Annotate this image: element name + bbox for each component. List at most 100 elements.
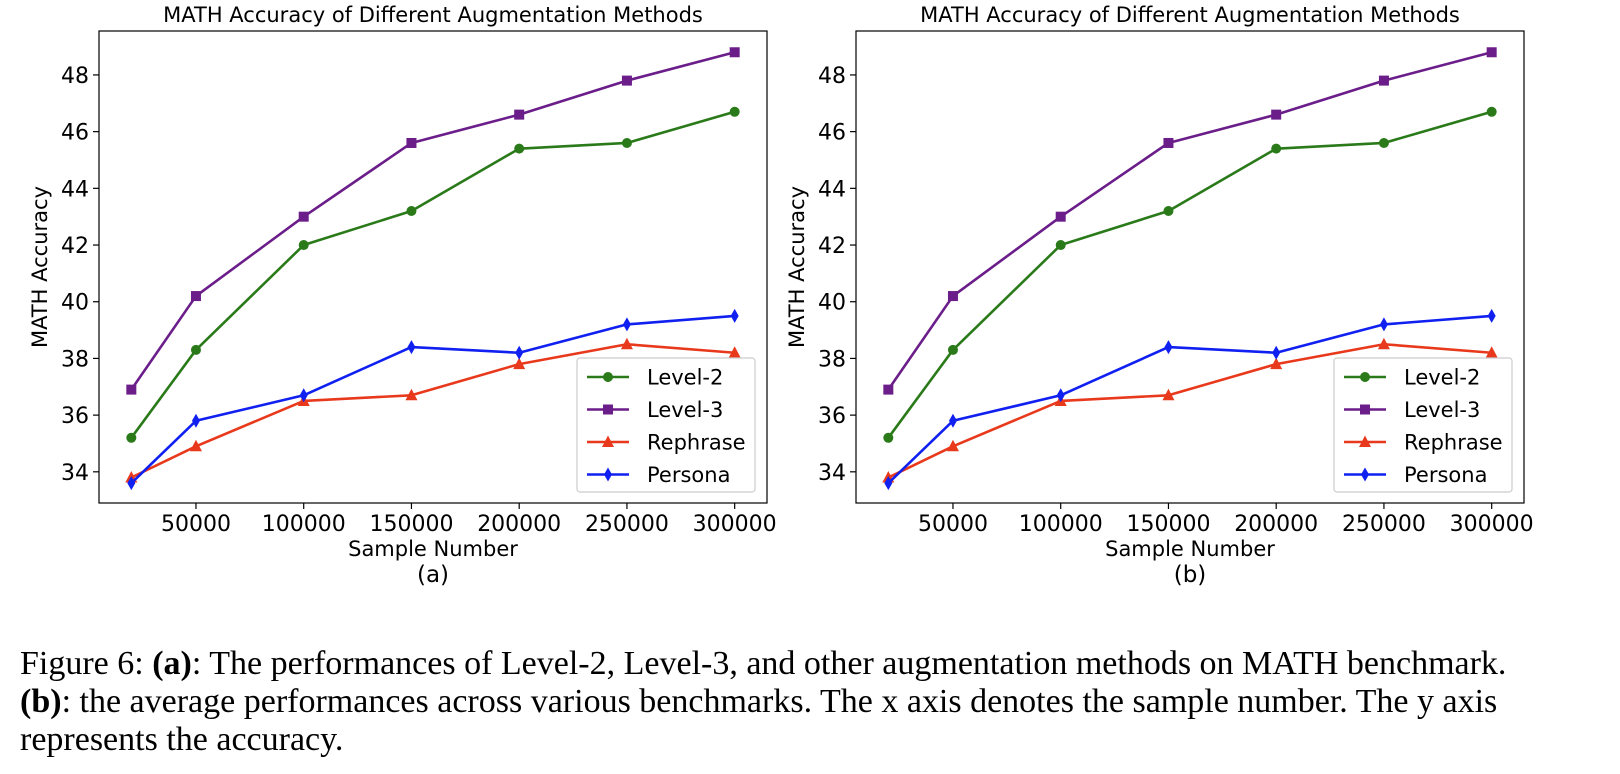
chart-panel-b: MATH Accuracy of Different Augmentation … bbox=[785, 3, 1534, 588]
y-tick-label: 40 bbox=[61, 291, 89, 316]
caption-line-3: represents the accuracy. bbox=[20, 721, 344, 758]
data-point bbox=[884, 476, 893, 491]
data-point bbox=[406, 206, 417, 217]
data-point bbox=[126, 432, 137, 443]
legend-marker bbox=[604, 467, 612, 482]
data-point bbox=[1486, 106, 1497, 117]
x-tick-label: 50000 bbox=[918, 512, 988, 537]
data-point bbox=[191, 413, 200, 428]
y-tick-label: 34 bbox=[61, 461, 89, 486]
legend-label: Rephrase bbox=[647, 431, 746, 455]
x-axis-label: Sample Number bbox=[1105, 537, 1275, 561]
data-point bbox=[729, 106, 740, 117]
data-point bbox=[299, 388, 308, 403]
caption-line-2: (b): the average performances across var… bbox=[20, 683, 1615, 721]
legend-item-level-3: Level-3 bbox=[1344, 398, 1480, 422]
data-point bbox=[946, 439, 959, 452]
y-axis-label: MATH Accuracy bbox=[28, 186, 52, 348]
data-point bbox=[1271, 109, 1282, 120]
y-axis-label: MATH Accuracy bbox=[785, 186, 809, 348]
legend-item-level-3: Level-3 bbox=[587, 398, 723, 422]
series-line bbox=[130, 51, 736, 391]
data-point bbox=[1270, 357, 1283, 370]
legend-label: Level-2 bbox=[1404, 366, 1480, 390]
data-point bbox=[620, 337, 633, 350]
data-point bbox=[298, 211, 309, 222]
data-point bbox=[948, 413, 957, 428]
data-point bbox=[621, 75, 632, 86]
data-point bbox=[127, 476, 136, 491]
data-point bbox=[1271, 143, 1282, 154]
legend-marker bbox=[1360, 404, 1370, 415]
data-point bbox=[947, 344, 958, 355]
data-point bbox=[1163, 137, 1174, 148]
y-tick-label: 42 bbox=[61, 234, 89, 259]
x-tick-label: 100000 bbox=[1019, 512, 1103, 537]
data-point bbox=[1272, 345, 1281, 360]
chart-panel-a: MATH Accuracy of Different Augmentation … bbox=[28, 3, 777, 588]
caption-figure-label: Figure 6: bbox=[20, 645, 144, 682]
data-point bbox=[1055, 211, 1066, 222]
series-rephrase bbox=[882, 337, 1498, 483]
y-tick-label: 38 bbox=[61, 347, 89, 372]
x-tick-label: 300000 bbox=[693, 512, 777, 537]
y-tick-label: 42 bbox=[818, 234, 846, 259]
data-point bbox=[1487, 308, 1496, 323]
data-point bbox=[730, 308, 739, 323]
data-point bbox=[190, 291, 201, 302]
data-point bbox=[514, 143, 525, 154]
legend-marker bbox=[603, 372, 613, 382]
caption-a-label: (a) bbox=[152, 645, 192, 682]
figure-caption: Figure 6: (a): The performances of Level… bbox=[20, 645, 1615, 759]
legend-box bbox=[1333, 357, 1513, 493]
x-tick-label: 100000 bbox=[262, 512, 346, 537]
figure: MATH Accuracy of Different Augmentation … bbox=[28, 3, 1534, 588]
legend-item-rephrase: Rephrase bbox=[587, 431, 746, 455]
legend-item-persona: Persona bbox=[587, 463, 730, 487]
x-tick-label: 250000 bbox=[585, 512, 669, 537]
x-tick-label: 150000 bbox=[1126, 512, 1210, 537]
data-point bbox=[514, 109, 525, 120]
legend: Level-2 Level-3 Rephrase Persona bbox=[576, 357, 756, 493]
legend-marker bbox=[1359, 435, 1371, 447]
data-point bbox=[883, 384, 894, 395]
legend-marker bbox=[1360, 372, 1370, 382]
data-point bbox=[622, 317, 631, 332]
panel-label: (b) bbox=[1174, 562, 1207, 588]
legend-label: Level-2 bbox=[647, 366, 723, 390]
legend-label: Persona bbox=[647, 463, 730, 487]
data-point bbox=[126, 384, 137, 395]
x-tick-label: 250000 bbox=[1342, 512, 1426, 537]
legend-label: Rephrase bbox=[1404, 431, 1503, 455]
series-persona bbox=[884, 308, 1496, 491]
series-level-3 bbox=[883, 47, 1497, 395]
legend-marker bbox=[603, 404, 613, 415]
series-rephrase bbox=[125, 337, 741, 483]
legend-item-rephrase: Rephrase bbox=[1344, 431, 1503, 455]
caption-a-text: : The performances of Level-2, Level-3, … bbox=[191, 645, 1507, 682]
y-tick-label: 48 bbox=[61, 64, 89, 89]
caption-line-1: Figure 6: (a): The performances of Level… bbox=[20, 645, 1615, 683]
data-point bbox=[189, 439, 202, 452]
y-tick-label: 44 bbox=[61, 177, 89, 202]
legend-label: Level-3 bbox=[1404, 398, 1480, 422]
caption-b-label: (b) bbox=[20, 683, 62, 720]
data-point bbox=[1378, 137, 1389, 148]
y-tick-label: 44 bbox=[818, 177, 846, 202]
x-tick-label: 200000 bbox=[477, 512, 561, 537]
legend-label: Level-3 bbox=[647, 398, 723, 422]
data-point bbox=[1163, 206, 1174, 217]
data-point bbox=[1377, 337, 1390, 350]
series-line bbox=[887, 51, 1493, 391]
data-point bbox=[1164, 340, 1173, 355]
chart-title: MATH Accuracy of Different Augmentation … bbox=[920, 3, 1460, 27]
data-point bbox=[190, 344, 201, 355]
y-tick-label: 40 bbox=[818, 291, 846, 316]
data-point bbox=[1378, 75, 1389, 86]
legend-marker bbox=[602, 435, 614, 447]
series-level-2 bbox=[126, 106, 740, 443]
plot-area-frame bbox=[855, 30, 1525, 504]
legend-box bbox=[576, 357, 756, 493]
legend-marker bbox=[1361, 467, 1369, 482]
y-tick-label: 38 bbox=[818, 347, 846, 372]
